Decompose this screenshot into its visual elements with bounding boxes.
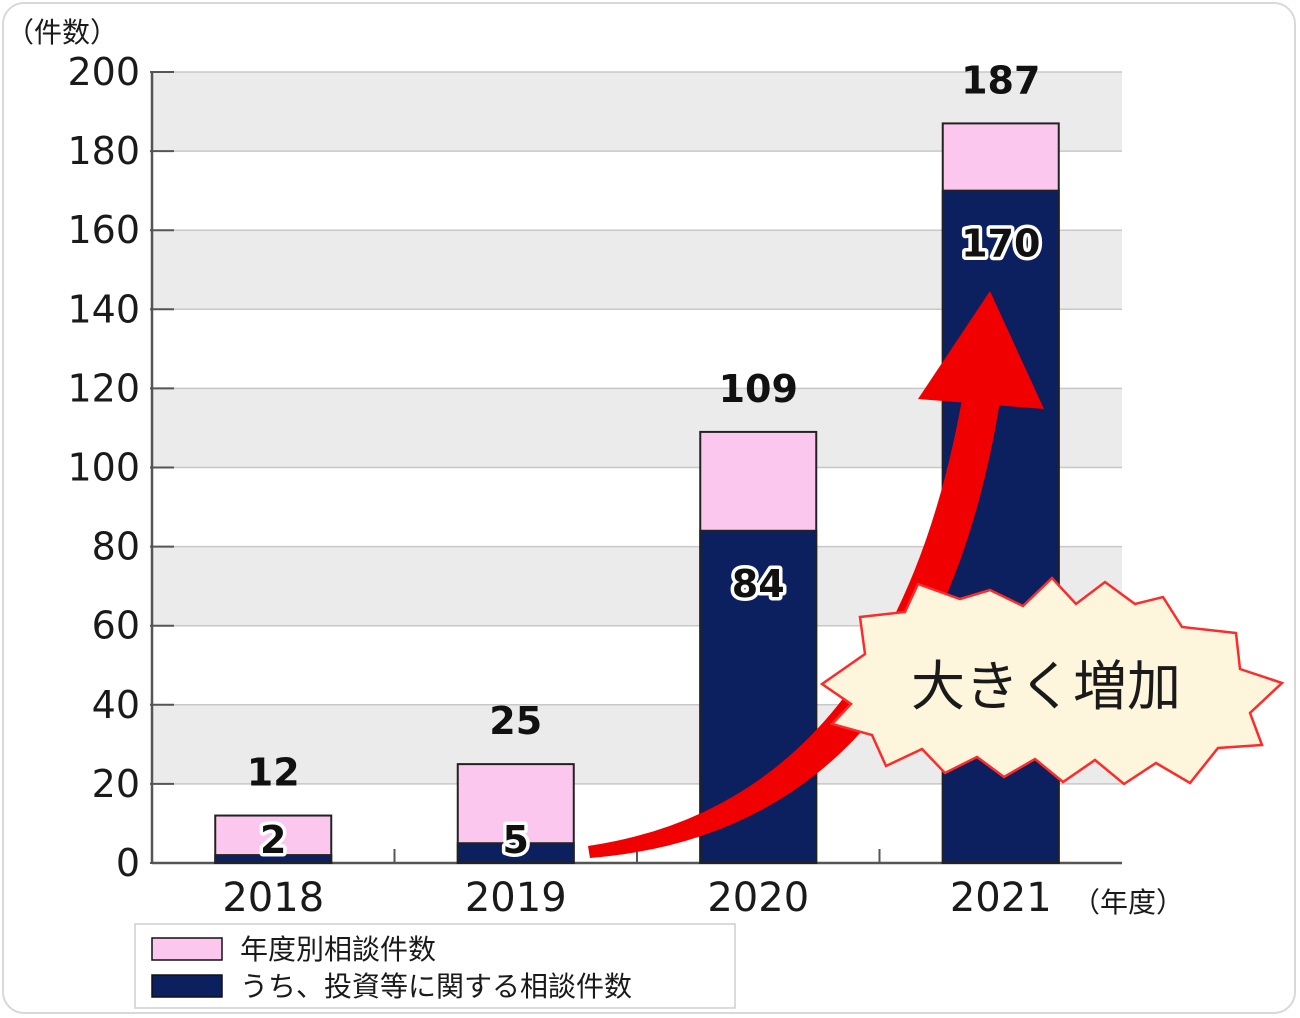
y-tick-label: 100 xyxy=(67,446,140,490)
legend-label-investment: うち、投資等に関する相談件数 xyxy=(240,970,632,1003)
y-tick-label: 80 xyxy=(92,525,140,569)
y-tick-label: 160 xyxy=(67,208,140,252)
bar-investment xyxy=(214,854,333,865)
y-tick-label: 40 xyxy=(92,683,140,727)
callout-burst xyxy=(819,576,1285,786)
x-tick-label: 2021 xyxy=(950,875,1052,921)
y-tick-label: 180 xyxy=(67,129,140,173)
data-label-investment: 5 xyxy=(503,818,529,862)
data-label-total: 109 xyxy=(719,367,798,411)
data-label-investment: 84 xyxy=(732,562,785,606)
legend-box xyxy=(134,923,736,1009)
bar-investment xyxy=(456,842,575,864)
x-tick-label: 2018 xyxy=(222,875,324,921)
data-label-investment: 2 xyxy=(260,818,286,862)
y-tick-label: 200 xyxy=(67,50,140,94)
y-tick-label: 140 xyxy=(67,287,140,331)
data-label-total: 187 xyxy=(961,58,1040,102)
data-label-investment: 170 xyxy=(961,222,1040,266)
increase-arrow-head xyxy=(918,291,1044,409)
legend-swatch-total xyxy=(151,937,223,961)
x-tick-label: 2019 xyxy=(465,875,567,921)
y-tick-label: 20 xyxy=(92,762,140,806)
data-label-total: 25 xyxy=(489,699,542,743)
y-axis-unit-label: （件数） xyxy=(6,16,118,49)
y-tick-label: 120 xyxy=(67,366,140,410)
x-axis-unit-label: （年度） xyxy=(1072,886,1184,919)
data-label-total: 12 xyxy=(247,751,300,795)
legend: 年度別相談件数 うち、投資等に関する相談件数 xyxy=(134,923,736,1009)
legend-label-total: 年度別相談件数 xyxy=(240,933,436,966)
y-tick-label: 0 xyxy=(116,841,140,885)
legend-swatch-investment xyxy=(151,974,223,998)
y-tick-label: 60 xyxy=(92,604,140,648)
callout-text: 大きく増加 xyxy=(911,655,1181,718)
x-tick-label: 2020 xyxy=(707,875,809,921)
